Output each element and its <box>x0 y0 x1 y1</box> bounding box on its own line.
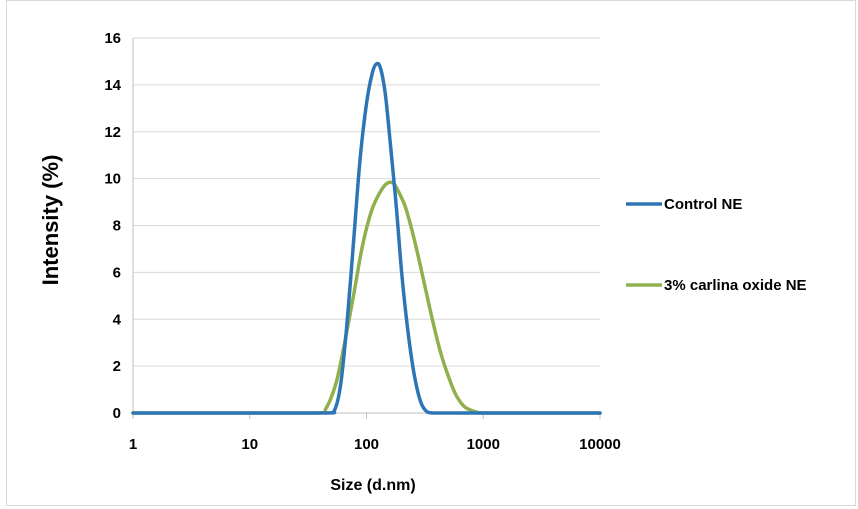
y-tick-labels: 0 2 4 6 8 10 12 14 16 <box>104 30 121 422</box>
x-tick-label: 10 <box>241 436 258 453</box>
y-tick-label: 4 <box>113 311 122 328</box>
y-tick-label: 10 <box>104 171 121 188</box>
y-tick-label: 2 <box>113 358 121 375</box>
x-tick-labels: 1 10 100 1000 10000 <box>129 436 621 453</box>
legend-label: Control NE <box>664 196 742 213</box>
legend-label: 3% carlina oxide NE <box>664 277 807 294</box>
x-axis-title: Size (d.nm) <box>330 477 415 494</box>
y-axis-title: Intensity (%) <box>38 155 63 286</box>
y-tick-label: 6 <box>113 264 121 281</box>
x-tick-label: 1 <box>129 436 137 453</box>
y-tick-label: 14 <box>104 77 121 94</box>
series-lines <box>131 61 602 415</box>
y-tick-label: 16 <box>104 30 121 47</box>
y-tick-label: 12 <box>104 124 121 141</box>
x-tick-label: 1000 <box>467 436 500 453</box>
series-line-carlina-oxide-ne <box>131 180 602 415</box>
series-line-control-ne <box>131 61 602 415</box>
x-tick-label: 10000 <box>579 436 621 453</box>
chart-frame <box>6 0 856 506</box>
legend: Control NE 3% carlina oxide NE <box>626 196 807 294</box>
y-tick-label: 0 <box>113 405 121 422</box>
x-tick-label: 100 <box>354 436 379 453</box>
y-tick-label: 8 <box>113 218 121 235</box>
